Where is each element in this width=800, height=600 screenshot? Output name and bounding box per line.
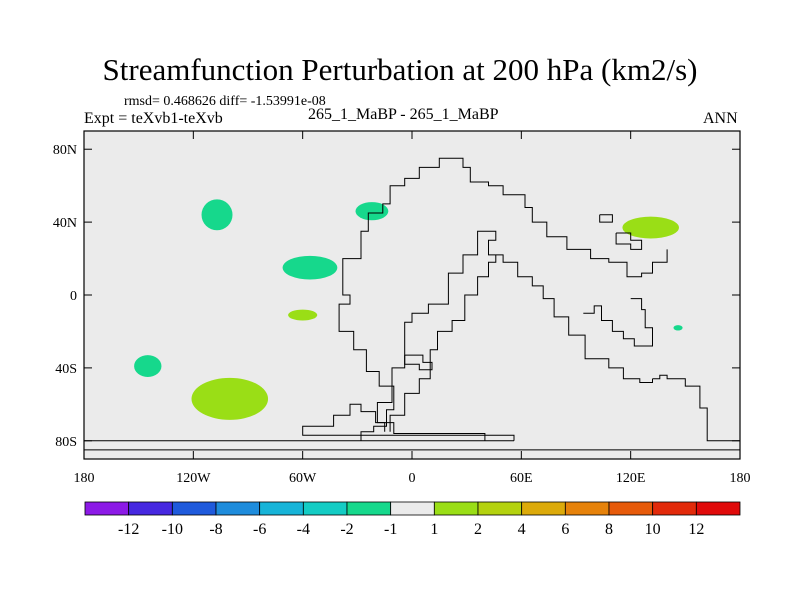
colorbar-label-13: 12	[688, 521, 704, 538]
x-axis-ticks: 180 120W 60W 0 60E 120E 180	[74, 131, 751, 486]
x-tick-label-4: 60E	[510, 471, 533, 486]
coastline-3	[583, 298, 653, 347]
anomaly-region-1	[355, 202, 389, 221]
colorbar-swatch-1	[128, 501, 173, 516]
colorbar-swatch-12	[608, 501, 654, 516]
x-tick-label-6: 180	[730, 471, 751, 486]
colorbar-label-4: -4	[297, 521, 310, 538]
anomaly-region-3	[288, 309, 318, 321]
y-tick-label-2: 0	[70, 289, 77, 304]
y-tick-label-0: 80N	[53, 143, 77, 158]
colorbar-label-5: -2	[340, 521, 353, 538]
coastline-7	[302, 403, 515, 441]
colorbar-label-8: 2	[474, 521, 482, 538]
colorbar-swatch-14	[695, 501, 741, 516]
x-tick-label-5: 120E	[616, 471, 646, 486]
colorbar-label-0: -12	[118, 521, 139, 538]
anomaly-region-6	[622, 216, 679, 239]
anomaly-region-0	[201, 199, 233, 231]
colorbar-label-1: -10	[162, 521, 183, 538]
colorbar-label-2: -8	[209, 521, 222, 538]
coastline-5	[599, 214, 613, 223]
coastlines	[84, 157, 740, 451]
coastline-0	[338, 157, 668, 441]
case-label: 265_1_MaBP - 265_1_MaBP	[308, 106, 499, 123]
coastline-2	[389, 254, 497, 432]
y-tick-label-4: 80S	[55, 435, 77, 450]
anomaly-region-7	[673, 325, 683, 331]
y-tick-label-3: 40S	[55, 362, 77, 377]
x-tick-label-1: 120W	[176, 471, 211, 486]
colorbar-swatch-8	[433, 501, 479, 516]
colorbar-label-6: -1	[384, 521, 397, 538]
anomaly-regions	[134, 199, 683, 420]
coastline-6	[615, 232, 643, 250]
colorbar-swatch-7	[390, 501, 435, 516]
x-tick-label-2: 60W	[289, 471, 317, 486]
colorbar-label-11: 8	[605, 521, 613, 538]
anomaly-region-5	[191, 377, 269, 420]
colorbar-swatch-3	[215, 501, 261, 516]
colorbar-label-12: 10	[645, 521, 661, 538]
colorbar-swatch-6	[346, 501, 392, 516]
colorbar: -12 -10 -8 -6 -4 -2 -1 1 2 4 6 8 10 12	[84, 501, 741, 538]
chart-title: Streamfunction Perturbation at 200 hPa (…	[102, 52, 698, 87]
colorbar-swatch-2	[171, 501, 217, 516]
colorbar-swatch-9	[477, 501, 523, 516]
plot-background	[84, 131, 740, 459]
anomaly-region-2	[282, 255, 338, 280]
y-tick-label-1: 40N	[53, 216, 77, 231]
season-label: ANN	[703, 110, 738, 127]
colorbar-label-3: -6	[253, 521, 266, 538]
x-tick-label-3: 0	[409, 471, 416, 486]
colorbar-swatch-10	[521, 501, 566, 516]
stats-line: rmsd= 0.468626 diff= -1.53991e-08	[124, 94, 326, 109]
colorbar-swatch-4	[259, 501, 304, 516]
colorbar-swatch-11	[564, 501, 610, 516]
x-tick-label-0: 180	[74, 471, 95, 486]
coastline-10	[652, 374, 740, 442]
colorbar-swatch-0	[84, 501, 130, 516]
colorbar-label-9: 4	[518, 521, 526, 538]
colorbar-label-10: 6	[561, 521, 569, 538]
colorbar-swatch-5	[302, 501, 348, 516]
experiment-label: Expt = teXvb1-teXvb	[84, 110, 223, 127]
y-axis-ticks: 80N 40N 0 40S 80S	[53, 143, 740, 450]
colorbar-label-7: 1	[430, 521, 438, 538]
anomaly-region-4	[134, 355, 162, 378]
coastline-4	[404, 354, 433, 371]
colorbar-swatch-13	[652, 501, 697, 516]
